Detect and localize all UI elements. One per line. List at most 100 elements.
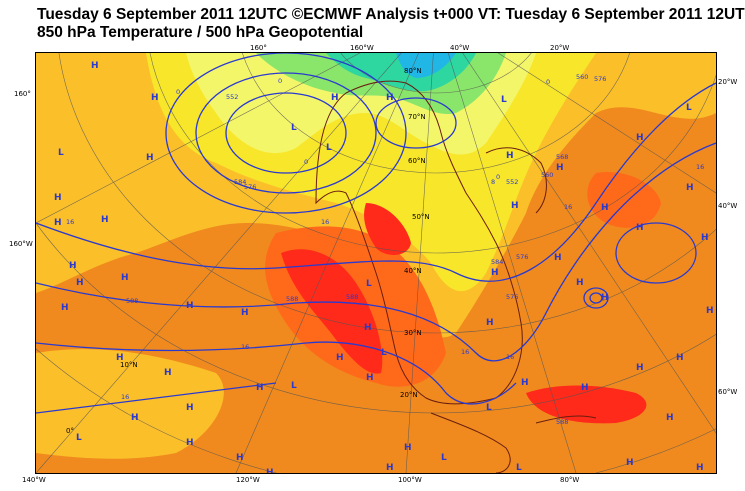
contour-value-label: 16 xyxy=(696,163,705,171)
latitude-label: 30°N xyxy=(404,329,422,337)
low-pressure-marker: L xyxy=(486,403,492,413)
latitude-label: 80°N xyxy=(404,67,422,75)
low-pressure-marker: L xyxy=(501,95,507,105)
high-pressure-marker: H xyxy=(121,273,129,283)
high-pressure-marker: H xyxy=(364,323,372,333)
contour-value-label: 588 xyxy=(556,418,569,426)
latitude-label: 50°N xyxy=(412,213,430,221)
high-pressure-marker: H xyxy=(556,163,564,173)
high-pressure-marker: H xyxy=(636,363,644,373)
high-pressure-marker: H xyxy=(256,383,264,393)
hot-region-caribbean xyxy=(526,385,647,424)
top-longitude-label: 160° xyxy=(250,44,267,52)
high-pressure-marker: H xyxy=(404,443,412,453)
high-pressure-marker: H xyxy=(69,261,77,271)
high-pressure-marker: H xyxy=(521,378,529,388)
contour-value-label: 16 xyxy=(121,393,130,401)
high-pressure-marker: H xyxy=(626,458,634,468)
mild-atlantic xyxy=(587,172,661,228)
low-pressure-marker: L xyxy=(686,103,692,113)
coastlines xyxy=(315,80,597,473)
contour-value-label: 0 xyxy=(304,158,309,166)
high-pressure-marker: H xyxy=(601,203,609,213)
right-longitude-label: 60°W xyxy=(718,388,738,396)
contour-value-label: 0 xyxy=(176,88,181,96)
high-pressure-marker: H xyxy=(636,223,644,233)
contour-value-label: 0 xyxy=(546,78,551,86)
high-pressure-marker: H xyxy=(386,463,394,473)
high-pressure-marker: H xyxy=(486,318,494,328)
low-pressure-marker: L xyxy=(291,381,297,391)
coldest-region xyxy=(396,53,456,78)
high-pressure-marker: H xyxy=(601,293,609,303)
high-pressure-marker: H xyxy=(506,151,514,161)
bottom-longitude-label: 80°W xyxy=(560,476,580,484)
high-pressure-marker: H xyxy=(386,93,394,103)
low-pressure-marker: L xyxy=(441,453,447,463)
contour-value-label: 584 xyxy=(234,178,247,186)
high-pressure-marker: H xyxy=(706,306,714,316)
left-longitude-label: 160°W xyxy=(9,240,33,248)
high-pressure-marker: H xyxy=(91,61,99,71)
high-pressure-marker: H xyxy=(266,468,274,474)
contour-value-label: 576 xyxy=(594,75,607,83)
latitude-label: 70°N xyxy=(408,113,426,121)
contour-value-label: 588 xyxy=(126,297,139,305)
contour-value-label: 552 xyxy=(226,93,239,101)
low-pressure-marker: L xyxy=(58,148,64,158)
high-pressure-marker: H xyxy=(116,353,124,363)
high-pressure-marker: H xyxy=(554,253,562,263)
low-pressure-marker: L xyxy=(381,348,387,358)
contour-value-label: 576 xyxy=(506,293,519,301)
weather-map[interactable]: H L H H H H H H H H H H L H L H H H H L H H L L H H H H H H H L H H H H H H H H… xyxy=(35,52,717,474)
contour-value-label: 568 xyxy=(556,153,569,161)
high-pressure-marker: H xyxy=(581,383,589,393)
contour-value-label: 588 xyxy=(286,295,299,303)
low-pressure-marker: L xyxy=(76,433,82,443)
contour-value-label: 16 xyxy=(564,203,573,211)
chart-title: Tuesday 6 September 2011 12UTC ©ECMWF An… xyxy=(37,6,745,23)
contour-value-label: 16 xyxy=(461,348,470,356)
high-pressure-marker: H xyxy=(336,353,344,363)
high-pressure-marker: H xyxy=(236,453,244,463)
high-pressure-marker: H xyxy=(186,301,194,311)
contour-value-label: 552 xyxy=(506,178,519,186)
high-pressure-marker: H xyxy=(701,233,709,243)
low-pressure-marker: L xyxy=(326,143,332,153)
right-longitude-label: 40°W xyxy=(718,202,738,210)
high-pressure-marker: H xyxy=(366,373,374,383)
high-pressure-marker: H xyxy=(666,413,674,423)
high-pressure-marker: H xyxy=(676,353,684,363)
bottom-longitude-label: 120°W xyxy=(236,476,260,484)
high-pressure-marker: H xyxy=(511,201,519,211)
contour-value-label: 0 xyxy=(496,173,501,181)
contour-value-label: 576 xyxy=(516,253,529,261)
temperature-field xyxy=(36,53,716,459)
high-pressure-marker: H xyxy=(61,303,69,313)
high-pressure-marker: H xyxy=(491,268,499,278)
map-canvas xyxy=(36,53,716,473)
hot-region-north xyxy=(364,203,411,255)
contour-value-label: 560 xyxy=(576,73,589,81)
high-pressure-marker: H xyxy=(151,93,159,103)
contour-value-label: 8 xyxy=(491,178,496,186)
high-pressure-marker: H xyxy=(131,413,139,423)
contour-value-label: 16 xyxy=(241,343,250,351)
bottom-longitude-label: 100°W xyxy=(398,476,422,484)
top-longitude-label: 40°W xyxy=(450,44,470,52)
contour-value-label: 16 xyxy=(506,353,515,361)
latitude-label: 10°N xyxy=(120,361,138,369)
high-pressure-marker: H xyxy=(186,438,194,448)
high-pressure-marker: H xyxy=(164,368,172,378)
high-pressure-marker: H xyxy=(54,193,62,203)
contour-value-label: 0 xyxy=(278,77,283,85)
high-pressure-marker: H xyxy=(146,153,154,163)
bottom-longitude-label: 140°W xyxy=(22,476,46,484)
high-pressure-marker: H xyxy=(54,218,62,228)
high-pressure-marker: H xyxy=(76,278,84,288)
graticule xyxy=(36,53,716,473)
mild-south xyxy=(36,349,224,459)
contour-value-label: 576 xyxy=(244,183,257,191)
geopotential-contours xyxy=(36,53,716,414)
contour-value-label: 16 xyxy=(321,218,330,226)
